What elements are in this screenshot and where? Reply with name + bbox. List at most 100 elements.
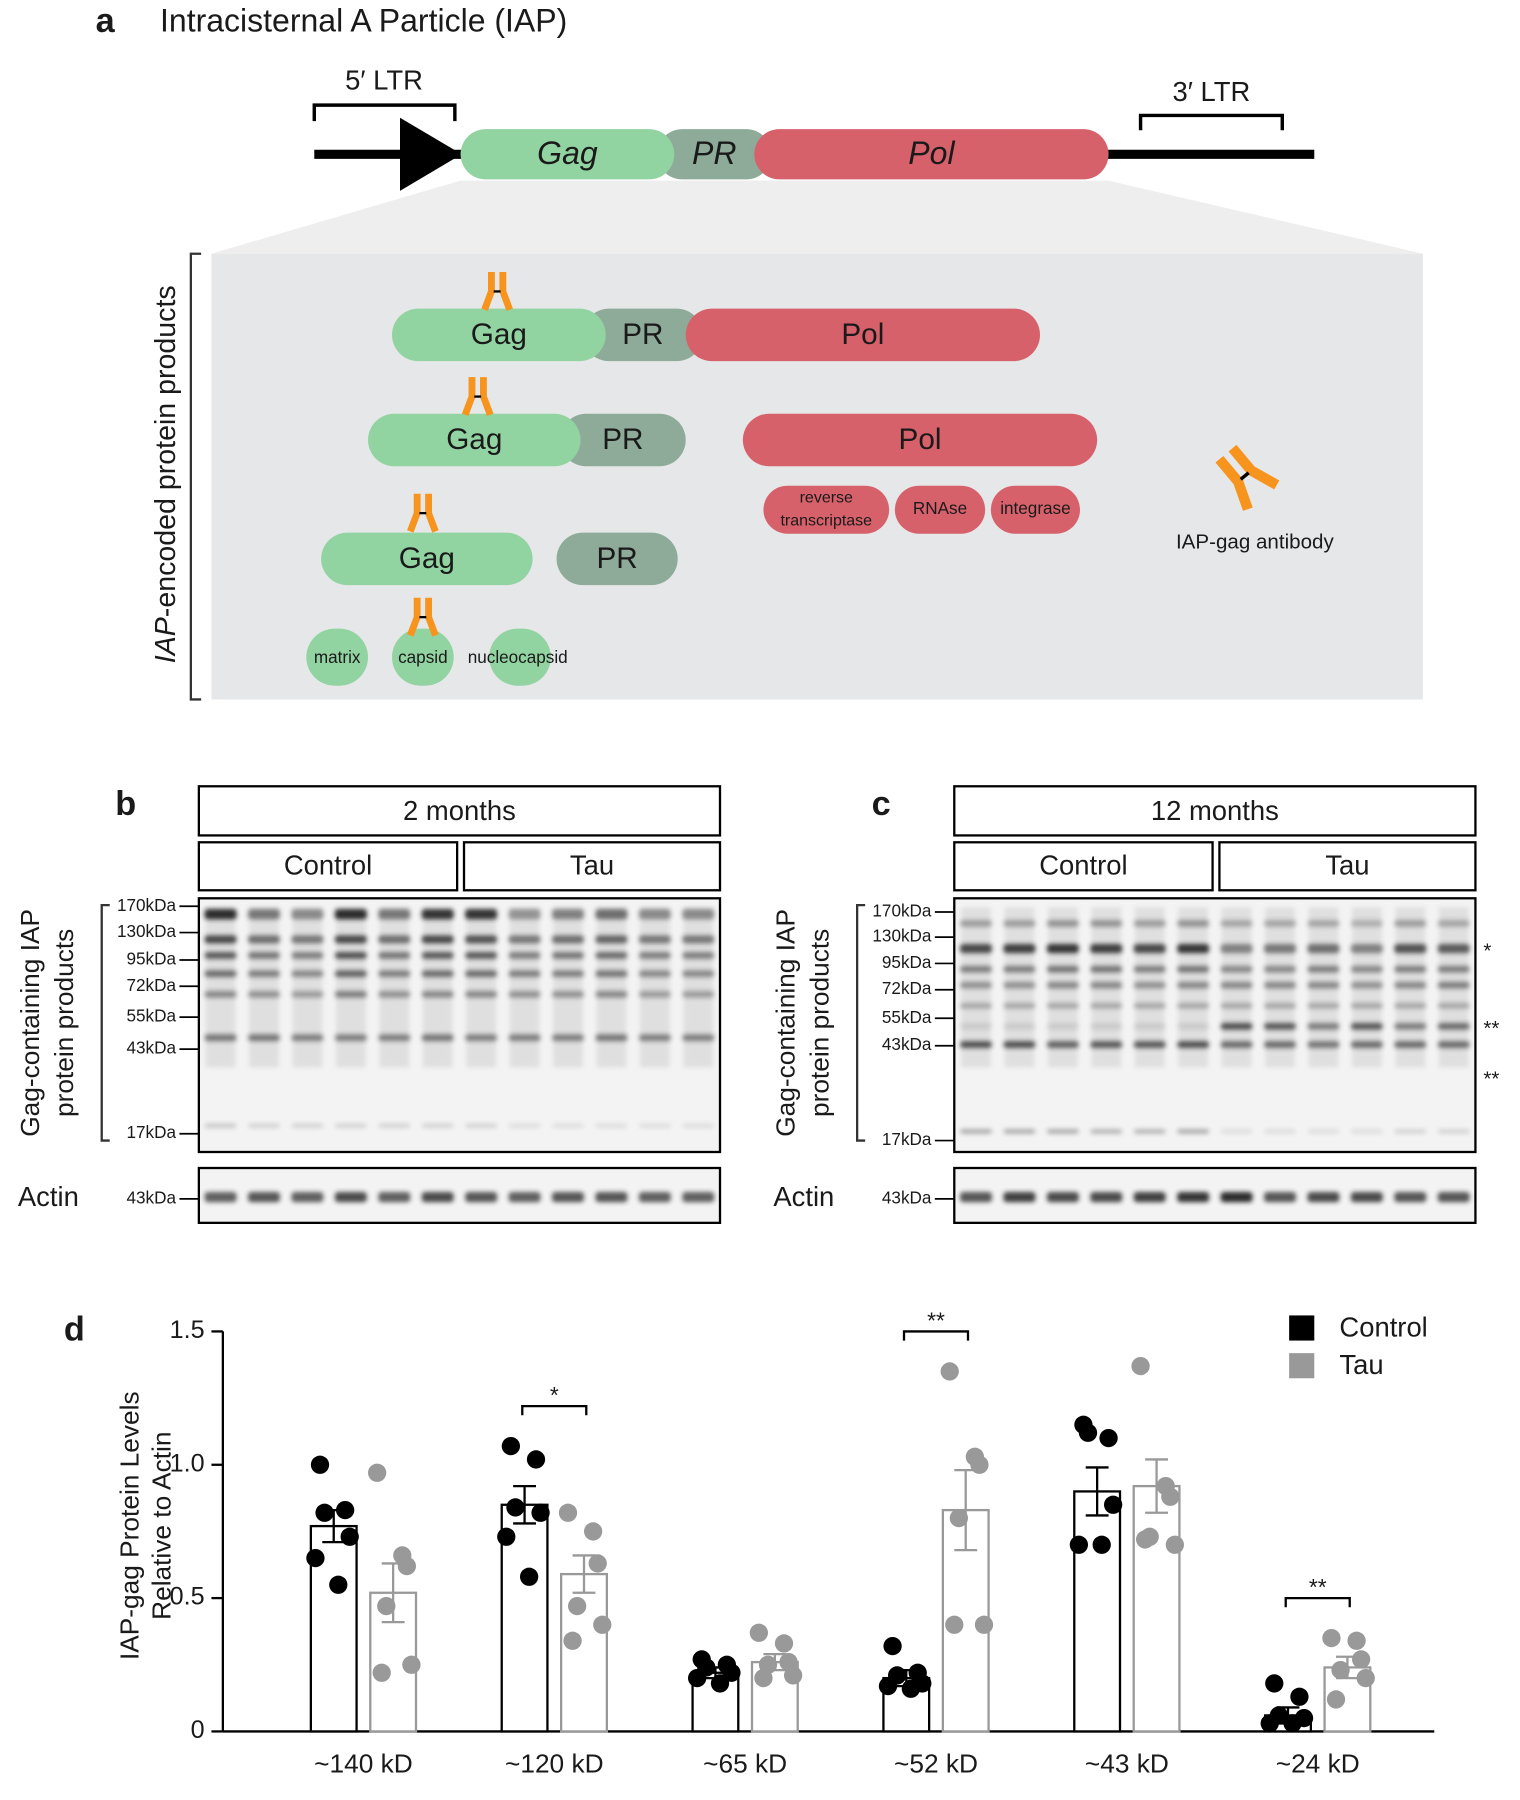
- blot-band: [421, 952, 454, 959]
- y-axis-label: Gag-containing IAP: [770, 909, 800, 1137]
- blot-band: [204, 909, 237, 920]
- blot-band: [595, 935, 628, 944]
- blot-band: [1133, 981, 1166, 989]
- blot-band: [1046, 1129, 1079, 1134]
- blot-band: [1307, 965, 1340, 973]
- x-tick-label: ~24 kD: [1276, 1749, 1360, 1779]
- protein-domain: [321, 532, 533, 586]
- data-point: [1356, 1668, 1375, 1688]
- data-point: [306, 1548, 325, 1568]
- actin-band: [1220, 1192, 1253, 1203]
- data-point: [531, 1503, 550, 1522]
- blot-band: [1350, 1022, 1383, 1030]
- lane-smear: [509, 907, 540, 1068]
- actin-blot: [953, 1166, 1477, 1224]
- blot-band: [1177, 965, 1210, 973]
- blot-band: [1046, 1041, 1079, 1048]
- actin-band: [682, 1192, 715, 1203]
- antibody-arm: [479, 377, 494, 417]
- blot-band: [1394, 965, 1427, 973]
- blot-band: [248, 935, 280, 944]
- actin-band: [378, 1192, 411, 1203]
- error-bar: [513, 1484, 536, 1525]
- blot-band: [595, 1034, 628, 1042]
- actin-band: [1350, 1192, 1383, 1203]
- blot-band: [595, 990, 628, 998]
- blot-band: [204, 1123, 237, 1128]
- blot-band: [291, 970, 324, 978]
- data-point: [497, 1527, 516, 1546]
- blot-band: [1220, 965, 1253, 973]
- data-point: [588, 1554, 607, 1573]
- blot-band: [508, 990, 541, 998]
- blot-band: [1220, 920, 1253, 927]
- blot-band: [1220, 944, 1253, 954]
- age-label: 2 months: [403, 795, 516, 826]
- protein-domain: [460, 129, 675, 180]
- blot-band: [378, 1123, 411, 1128]
- blot-band: [960, 920, 992, 927]
- x-tick-label: ~140 kD: [314, 1749, 413, 1779]
- side-label-italic: IAP: [149, 617, 181, 663]
- actin-band: [1437, 1192, 1470, 1203]
- blot-band: [595, 1123, 628, 1128]
- blot-band: [465, 909, 498, 920]
- blot-band: [1090, 920, 1123, 927]
- data-point: [568, 1596, 587, 1616]
- blot-band: [1437, 1129, 1470, 1134]
- data-point: [878, 1676, 898, 1696]
- actin-band: [1394, 1192, 1427, 1203]
- blot-band: [1177, 1041, 1210, 1048]
- data-point: [397, 1556, 416, 1576]
- significance-mark: *: [1483, 939, 1491, 962]
- data-point: [1165, 1535, 1184, 1554]
- blot-band: [960, 944, 992, 954]
- protein-domain: [763, 485, 890, 534]
- blot-band: [1264, 920, 1296, 927]
- blot-band: [334, 952, 367, 959]
- blot-band: [1394, 1041, 1427, 1048]
- blot-band: [682, 970, 715, 978]
- blot-band: [1133, 1129, 1166, 1134]
- actin-band: [1264, 1192, 1296, 1203]
- blot-band: [248, 1123, 280, 1128]
- group-label: Control: [1039, 850, 1127, 881]
- ltr-bracket: [1138, 113, 1284, 131]
- data-point: [501, 1436, 520, 1456]
- panel-title: Intracisternal A Particle (IAP): [160, 2, 567, 38]
- data-point: [883, 1636, 902, 1656]
- blot-band: [291, 1034, 324, 1042]
- data-point: [784, 1666, 803, 1685]
- blot-band: [1090, 981, 1123, 989]
- group-label: Tau: [1325, 850, 1369, 881]
- blot-band: [1350, 920, 1383, 927]
- blot-band: [595, 970, 628, 978]
- data-point: [774, 1634, 794, 1653]
- actin-band: [334, 1192, 367, 1203]
- blot-band: [960, 981, 992, 989]
- ladder-label: 55kDa: [882, 1007, 932, 1027]
- blot-band: [1090, 1041, 1123, 1048]
- significance-bracket: [1284, 1596, 1351, 1608]
- lane-smear: [292, 907, 323, 1068]
- data-point: [1069, 1535, 1088, 1554]
- blot-band: [682, 1034, 715, 1042]
- blot-band: [1046, 965, 1079, 973]
- data-point: [1326, 1690, 1346, 1709]
- data-point: [710, 1674, 730, 1693]
- antibody-icon: [1215, 444, 1280, 511]
- blot-band: [1177, 1022, 1210, 1030]
- ylabel-bracket: [100, 904, 110, 1142]
- blot-band: [421, 1034, 454, 1042]
- blot-band: [1090, 1022, 1123, 1030]
- lane-smear: [249, 907, 279, 1068]
- y-tick-label: 1.5: [170, 1316, 205, 1344]
- blot-band: [1350, 944, 1383, 954]
- protein-domain: [392, 308, 606, 362]
- actin-band: [638, 1192, 671, 1203]
- blot-band: [1003, 965, 1036, 973]
- data-point: [315, 1503, 334, 1522]
- significance-bracket: [902, 1330, 970, 1341]
- blot-band: [378, 935, 411, 944]
- ltr-label: 5′ LTR: [345, 65, 423, 96]
